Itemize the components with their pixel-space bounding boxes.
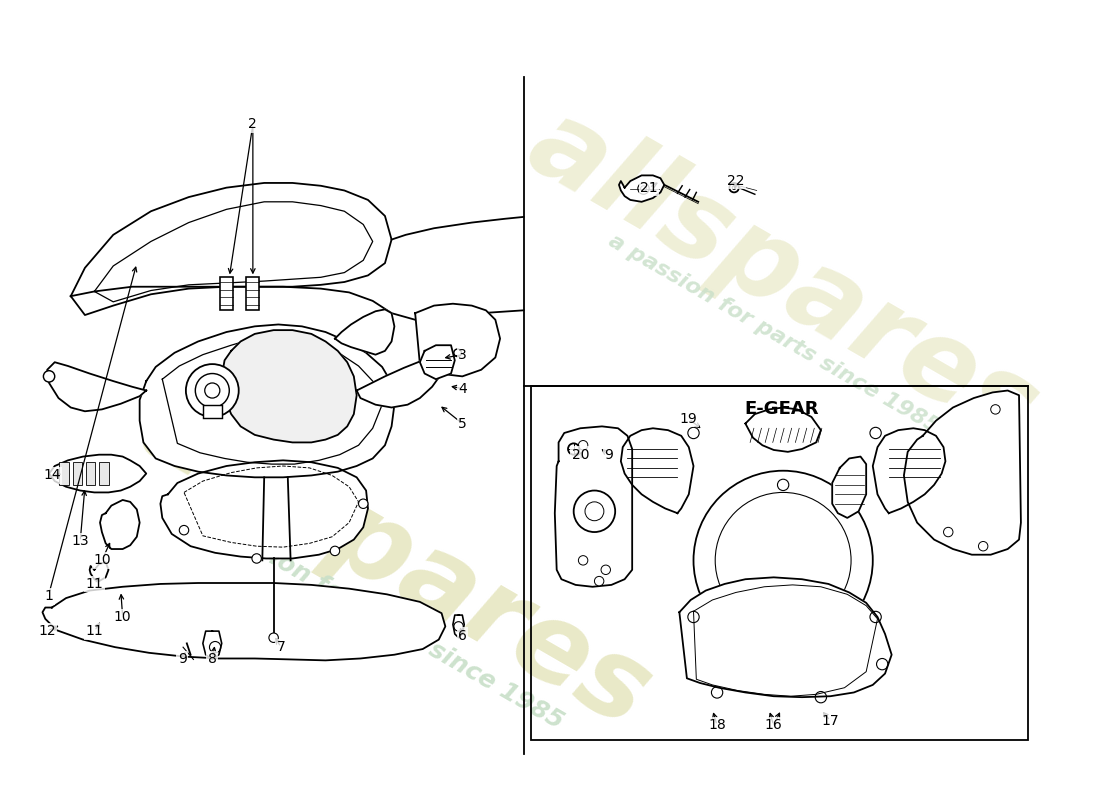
- Bar: [531, 386, 1028, 740]
- Circle shape: [585, 502, 604, 521]
- Text: 5: 5: [458, 417, 466, 430]
- Circle shape: [579, 556, 587, 565]
- Polygon shape: [872, 428, 945, 513]
- Circle shape: [815, 691, 826, 703]
- Circle shape: [454, 349, 461, 357]
- Text: allspares: allspares: [123, 372, 669, 749]
- Polygon shape: [70, 183, 392, 315]
- Circle shape: [944, 527, 953, 537]
- Text: 13: 13: [72, 534, 89, 549]
- Polygon shape: [904, 390, 1021, 554]
- Circle shape: [579, 441, 587, 450]
- Circle shape: [601, 565, 610, 574]
- Circle shape: [568, 443, 580, 454]
- Circle shape: [712, 686, 723, 698]
- Circle shape: [693, 470, 872, 650]
- Polygon shape: [415, 304, 500, 376]
- Text: 8: 8: [208, 653, 217, 666]
- Text: 1: 1: [45, 590, 54, 603]
- Polygon shape: [620, 428, 693, 513]
- Polygon shape: [89, 562, 109, 581]
- Circle shape: [715, 493, 851, 628]
- Text: 19: 19: [680, 412, 697, 426]
- Text: 3: 3: [458, 348, 466, 362]
- Text: 14: 14: [43, 469, 60, 482]
- Circle shape: [43, 370, 55, 382]
- Bar: [86, 462, 96, 485]
- Text: 10: 10: [94, 554, 111, 567]
- Circle shape: [205, 383, 220, 398]
- Text: 21: 21: [640, 181, 658, 194]
- Polygon shape: [833, 457, 866, 518]
- Text: a passion for parts since 1985: a passion for parts since 1985: [187, 500, 568, 734]
- Circle shape: [991, 405, 1000, 414]
- Circle shape: [454, 622, 463, 631]
- Polygon shape: [619, 175, 664, 202]
- Polygon shape: [202, 631, 222, 659]
- Circle shape: [870, 427, 881, 438]
- Circle shape: [179, 526, 189, 535]
- Circle shape: [574, 490, 615, 532]
- Bar: [73, 462, 82, 485]
- Circle shape: [186, 364, 239, 417]
- Polygon shape: [420, 346, 454, 379]
- Polygon shape: [50, 454, 146, 493]
- Circle shape: [870, 611, 881, 622]
- Circle shape: [359, 499, 369, 509]
- Circle shape: [594, 576, 604, 586]
- Circle shape: [252, 554, 262, 563]
- Text: 16: 16: [764, 718, 782, 733]
- Text: 9: 9: [178, 653, 187, 666]
- Polygon shape: [47, 362, 146, 411]
- Polygon shape: [453, 615, 464, 638]
- Text: 4: 4: [458, 382, 466, 396]
- Circle shape: [638, 183, 649, 194]
- Text: 22: 22: [727, 174, 745, 188]
- Polygon shape: [356, 354, 443, 407]
- Circle shape: [733, 186, 736, 190]
- Bar: [99, 462, 109, 485]
- Text: 11: 11: [86, 624, 103, 638]
- Circle shape: [778, 479, 789, 490]
- Text: 18: 18: [708, 718, 726, 733]
- Polygon shape: [161, 460, 368, 558]
- Polygon shape: [336, 310, 395, 354]
- Text: E-GEAR: E-GEAR: [744, 400, 818, 418]
- Circle shape: [330, 546, 340, 556]
- Text: 2: 2: [249, 118, 257, 131]
- Text: 7: 7: [277, 640, 286, 654]
- Text: 9: 9: [604, 448, 613, 462]
- Polygon shape: [746, 407, 821, 452]
- Text: 10: 10: [113, 610, 132, 624]
- Polygon shape: [140, 325, 395, 478]
- Polygon shape: [43, 583, 446, 660]
- Bar: [246, 278, 260, 310]
- Circle shape: [640, 186, 647, 191]
- Circle shape: [729, 183, 739, 192]
- Circle shape: [209, 642, 221, 653]
- Circle shape: [688, 427, 700, 438]
- Polygon shape: [222, 330, 356, 442]
- Bar: [202, 405, 222, 418]
- Text: 11: 11: [86, 577, 103, 591]
- Polygon shape: [554, 426, 632, 586]
- Bar: [220, 278, 233, 310]
- Text: 12: 12: [39, 624, 56, 638]
- Polygon shape: [680, 578, 892, 697]
- Text: a passion for parts since 1985: a passion for parts since 1985: [605, 230, 943, 438]
- Circle shape: [877, 658, 888, 670]
- Circle shape: [196, 374, 229, 407]
- Bar: [59, 462, 69, 485]
- Text: allspares: allspares: [510, 89, 1056, 466]
- Circle shape: [268, 633, 278, 642]
- Text: 17: 17: [822, 714, 839, 728]
- Circle shape: [688, 611, 700, 622]
- Text: 6: 6: [458, 629, 466, 643]
- Circle shape: [979, 542, 988, 551]
- Polygon shape: [100, 500, 140, 549]
- Text: 20: 20: [572, 448, 588, 462]
